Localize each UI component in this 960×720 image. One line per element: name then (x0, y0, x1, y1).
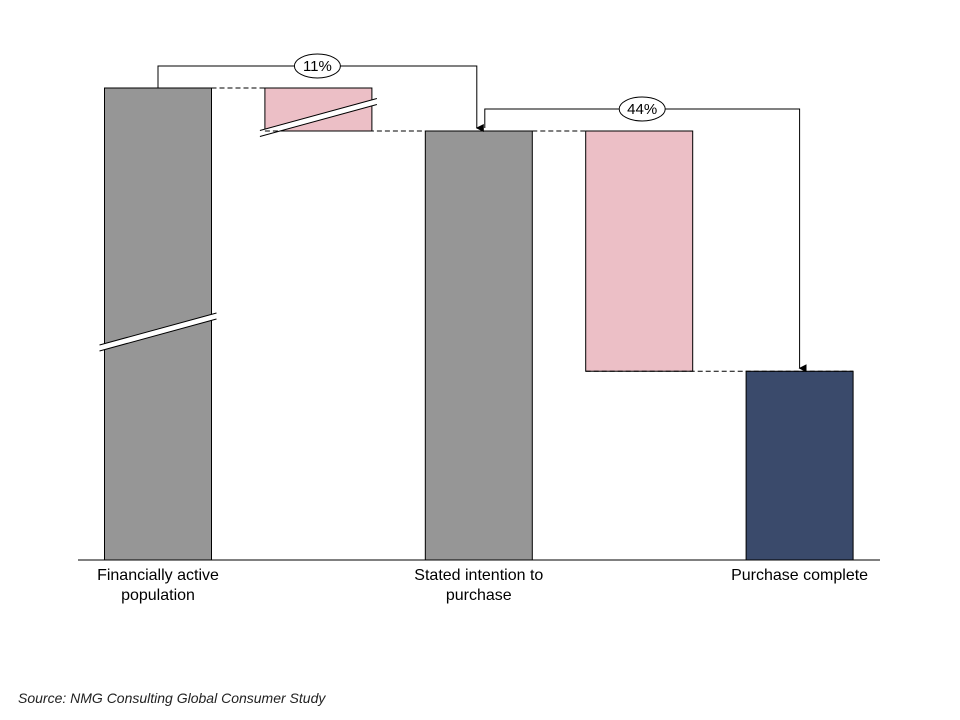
axis-break-line (259, 98, 378, 131)
bar (745, 370, 854, 561)
rate-label: 11% (303, 58, 332, 75)
axis-break (259, 98, 377, 137)
axis-break-line (99, 312, 217, 346)
x-tick-label: Financially active population (97, 567, 219, 604)
rate-badge (293, 53, 341, 79)
source: Source: NMG Consulting Global Consumer S… (18, 690, 326, 706)
x-tick-label: Purchase complete (731, 567, 869, 584)
axis-break-line (99, 318, 217, 352)
rate-badge (618, 96, 666, 122)
axis-break (99, 313, 217, 351)
bar (424, 130, 533, 561)
rate-label: 44% (627, 101, 657, 118)
bar (585, 130, 694, 372)
axis-break-line (259, 104, 378, 137)
x-tick-label: Stated intention to purchase (414, 567, 544, 604)
